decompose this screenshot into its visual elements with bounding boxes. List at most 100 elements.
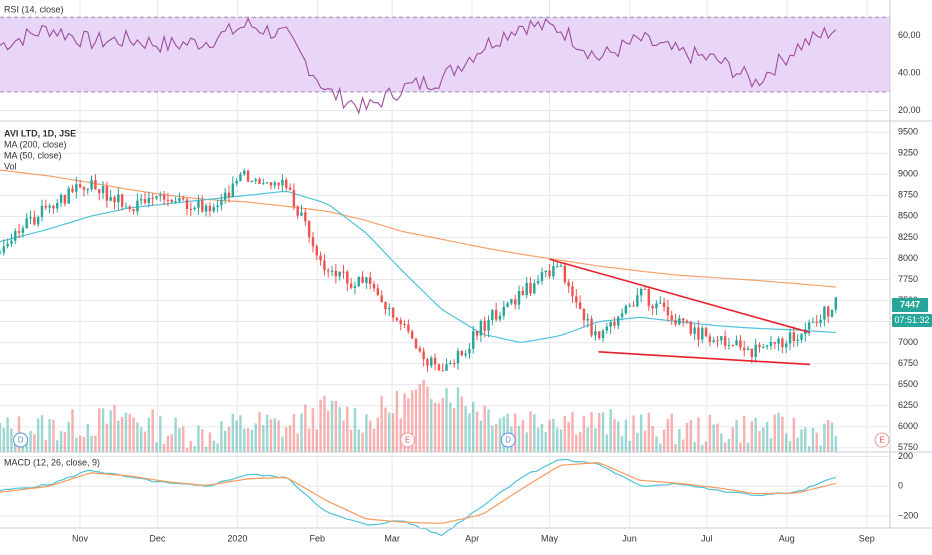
volume-pane xyxy=(0,380,838,452)
candle-body xyxy=(25,218,28,229)
candle-body xyxy=(178,198,181,202)
candle-body xyxy=(426,359,429,366)
volume-bar xyxy=(327,410,330,452)
volume-bar xyxy=(834,435,838,452)
volume-bar xyxy=(792,417,796,452)
macd-signal-line xyxy=(0,461,836,524)
volume-bar xyxy=(613,419,616,452)
candle-body xyxy=(124,206,128,208)
volume-bar xyxy=(823,423,826,452)
candle-body xyxy=(693,327,696,334)
volume-bar xyxy=(269,419,273,452)
volume-bar xyxy=(113,405,116,452)
volume-bar xyxy=(563,415,567,452)
volume-bar xyxy=(193,446,196,452)
volume-bar xyxy=(2,427,6,452)
candle-body xyxy=(449,363,452,365)
price-tick-label: 7000 xyxy=(898,337,918,347)
volume-bar xyxy=(430,398,433,452)
volume-bar xyxy=(426,386,429,452)
candle-body xyxy=(304,212,307,222)
candle-body xyxy=(174,201,177,203)
volume-bar xyxy=(758,431,761,452)
volume-bar xyxy=(620,436,624,452)
candle-body xyxy=(296,206,299,216)
event-marker[interactable] xyxy=(400,432,416,448)
volume-bar xyxy=(514,413,517,452)
event-marker-label: D xyxy=(18,436,24,445)
volume-bar xyxy=(826,419,830,452)
candle-body xyxy=(502,306,505,316)
candle-body xyxy=(201,200,204,212)
volume-bar xyxy=(578,432,582,452)
candle-body xyxy=(67,188,70,204)
volume-bar xyxy=(670,413,673,452)
candle-body xyxy=(796,339,799,341)
volume-bar xyxy=(216,443,219,452)
volume-bar xyxy=(159,415,162,452)
volume-bar xyxy=(277,420,280,452)
volume-bar xyxy=(647,412,651,452)
candle-body xyxy=(75,184,78,192)
candle-body xyxy=(704,328,708,337)
candle-body xyxy=(597,331,601,339)
candle-body xyxy=(288,187,292,190)
candle-body xyxy=(609,321,612,327)
candle-body xyxy=(21,228,25,233)
candle-body xyxy=(220,199,223,206)
candle-body xyxy=(159,194,162,197)
candle-body xyxy=(189,208,193,210)
candle-body xyxy=(788,332,792,344)
candle-body xyxy=(243,170,246,175)
candle-body xyxy=(197,200,200,208)
volume-bar xyxy=(136,422,139,452)
price-legend-entry: MA (50, close) xyxy=(4,150,62,160)
candle-body xyxy=(136,200,139,212)
event-marker[interactable] xyxy=(874,432,890,448)
candle-body xyxy=(807,322,811,330)
candle-body xyxy=(620,313,624,317)
candle-body xyxy=(731,344,734,346)
candle-body xyxy=(430,357,433,366)
volume-bar xyxy=(464,406,467,452)
volume-bar xyxy=(181,426,185,452)
volume-bar xyxy=(0,422,2,452)
candle-body xyxy=(323,260,326,271)
candle-body xyxy=(823,306,826,320)
event-marker-label: E xyxy=(405,436,410,445)
volume-bar xyxy=(368,420,372,452)
volume-bar xyxy=(468,413,471,452)
macd-tick-label: −200 xyxy=(898,510,918,520)
candle-body xyxy=(605,326,609,331)
candle-body xyxy=(517,290,521,305)
candle-body xyxy=(781,338,784,348)
candle-body xyxy=(166,199,170,201)
volume-bar xyxy=(712,424,715,452)
volume-bar xyxy=(25,442,28,452)
ma200-line xyxy=(0,169,836,288)
volume-bar xyxy=(223,430,227,452)
price-tick-label: 5750 xyxy=(898,442,918,452)
candle-body xyxy=(235,180,238,184)
volume-bar xyxy=(788,441,792,452)
candle-body xyxy=(514,299,517,305)
candle-body xyxy=(151,197,154,199)
candle-body xyxy=(464,353,467,356)
volume-bar xyxy=(449,402,452,452)
volume-bar xyxy=(101,408,105,452)
candle-body xyxy=(777,338,780,344)
volume-bar xyxy=(44,439,48,452)
volume-bar xyxy=(311,408,315,452)
event-marker[interactable] xyxy=(500,432,516,448)
candle-body xyxy=(334,270,338,277)
volume-bar xyxy=(220,421,223,452)
price-tick-label: 6750 xyxy=(898,358,918,368)
candle-body xyxy=(109,197,112,201)
macd-pane xyxy=(0,458,836,537)
candle-body xyxy=(113,197,116,203)
candle-body xyxy=(139,199,143,201)
volume-bar xyxy=(540,424,544,452)
event-marker[interactable] xyxy=(13,432,29,448)
volume-bar xyxy=(819,445,822,452)
